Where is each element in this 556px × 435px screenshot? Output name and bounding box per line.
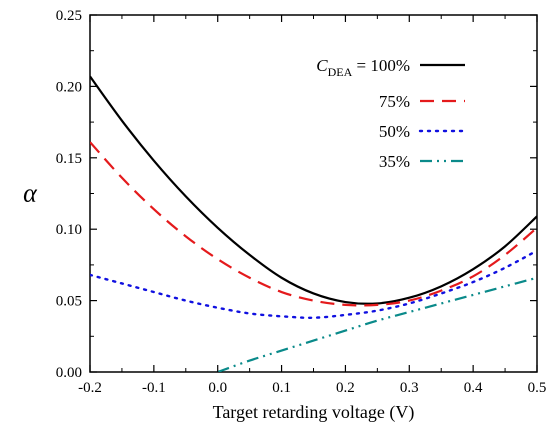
y-tick-label: 0.15 [56, 151, 82, 167]
y-tick-label: 0.10 [56, 222, 82, 238]
series-layer [90, 75, 537, 372]
series-line-50pct [90, 249, 537, 319]
y-tick-label: 0.00 [56, 365, 82, 381]
y-tick-label: 0.20 [56, 79, 82, 95]
ticks-layer [89, 14, 538, 373]
y-tick-label: 0.25 [56, 8, 82, 24]
x-tick-label: 0.5 [528, 380, 547, 396]
x-tick-label: 0.0 [208, 380, 227, 396]
x-tick-label: -0.1 [142, 380, 166, 396]
legend-label: 35% [379, 152, 410, 171]
legend-label: 75% [379, 92, 410, 111]
x-tick-label: 0.3 [400, 380, 419, 396]
legend-label: 50% [379, 122, 410, 141]
x-tick-label: 0.4 [464, 380, 483, 396]
y-tick-label: 0.05 [56, 294, 82, 310]
legend-prefix-sub: DEA [328, 65, 353, 79]
plot-frame [89, 14, 538, 373]
legend-series-name: = 100% [352, 56, 410, 75]
series-line-75pct [90, 141, 537, 307]
plot-area [89, 14, 538, 373]
series-line-35pct [217, 276, 537, 372]
legend-label: CDEA = 100% [316, 56, 410, 79]
y-axis-title: α [23, 179, 38, 208]
x-axis-title: Target retarding voltage (V) [213, 402, 415, 423]
x-tick-label: 0.2 [336, 380, 355, 396]
legend-prefix-main: C [316, 56, 328, 75]
labels-layer: -0.2 -0.1 0.0 0.1 0.2 0.3 0.4 0.5 0.00 0.05 0.10 0.… [56, 8, 547, 396]
x-tick-label: 0.1 [272, 380, 291, 396]
series-line-100pct [90, 75, 537, 305]
legend: CDEA = 100% 75% 50% 35% [316, 56, 467, 171]
x-tick-label: -0.2 [78, 380, 102, 396]
